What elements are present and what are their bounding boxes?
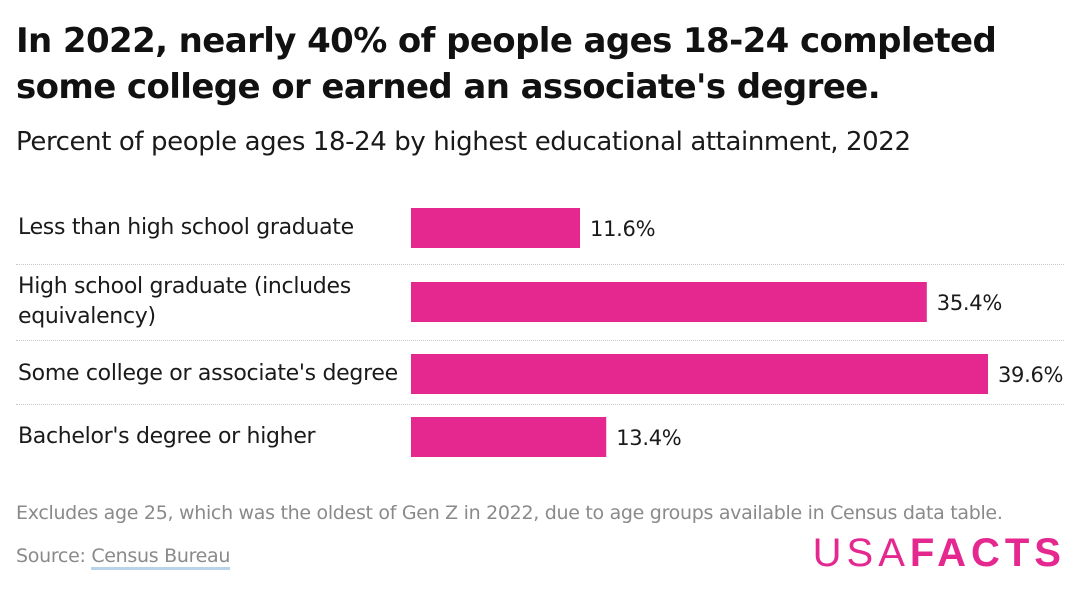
category-label: Bachelor's degree or higher (18, 424, 316, 449)
bar (411, 208, 581, 248)
usafacts-logo: USAFACTS (813, 528, 1066, 578)
row-divider (16, 340, 1064, 341)
chart-title: In 2022, nearly 40% of people ages 18-24… (16, 21, 997, 107)
bar (411, 354, 988, 394)
category-label: Some college or associate's degree (18, 361, 398, 386)
source-line: Source: Census Bureau (16, 542, 230, 570)
bar (411, 417, 607, 457)
bar-value-label: 11.6% (590, 217, 655, 241)
category-label: Less than high school graduate (18, 215, 354, 240)
category-label: High school graduate (includes equivalen… (18, 274, 351, 329)
footnote: Excludes age 25, which was the oldest of… (16, 502, 1003, 524)
bar-chart: 11.6% 35.4% 39.6% 13.4% (411, 208, 1064, 457)
bar (411, 282, 927, 322)
source-prefix: Source: (16, 545, 92, 567)
bar-value-label: 35.4% (937, 291, 1002, 315)
bar-value-label: 13.4% (616, 426, 681, 450)
chart-subtitle: Percent of people ages 18-24 by highest … (16, 127, 911, 157)
logo-facts: FACTS (909, 531, 1066, 575)
row-divider (16, 404, 1064, 405)
bar-value-label: 39.6% (998, 363, 1063, 387)
logo-usa: USA (812, 531, 910, 575)
row-divider (16, 264, 1064, 265)
source-link[interactable]: Census Bureau (91, 545, 230, 570)
